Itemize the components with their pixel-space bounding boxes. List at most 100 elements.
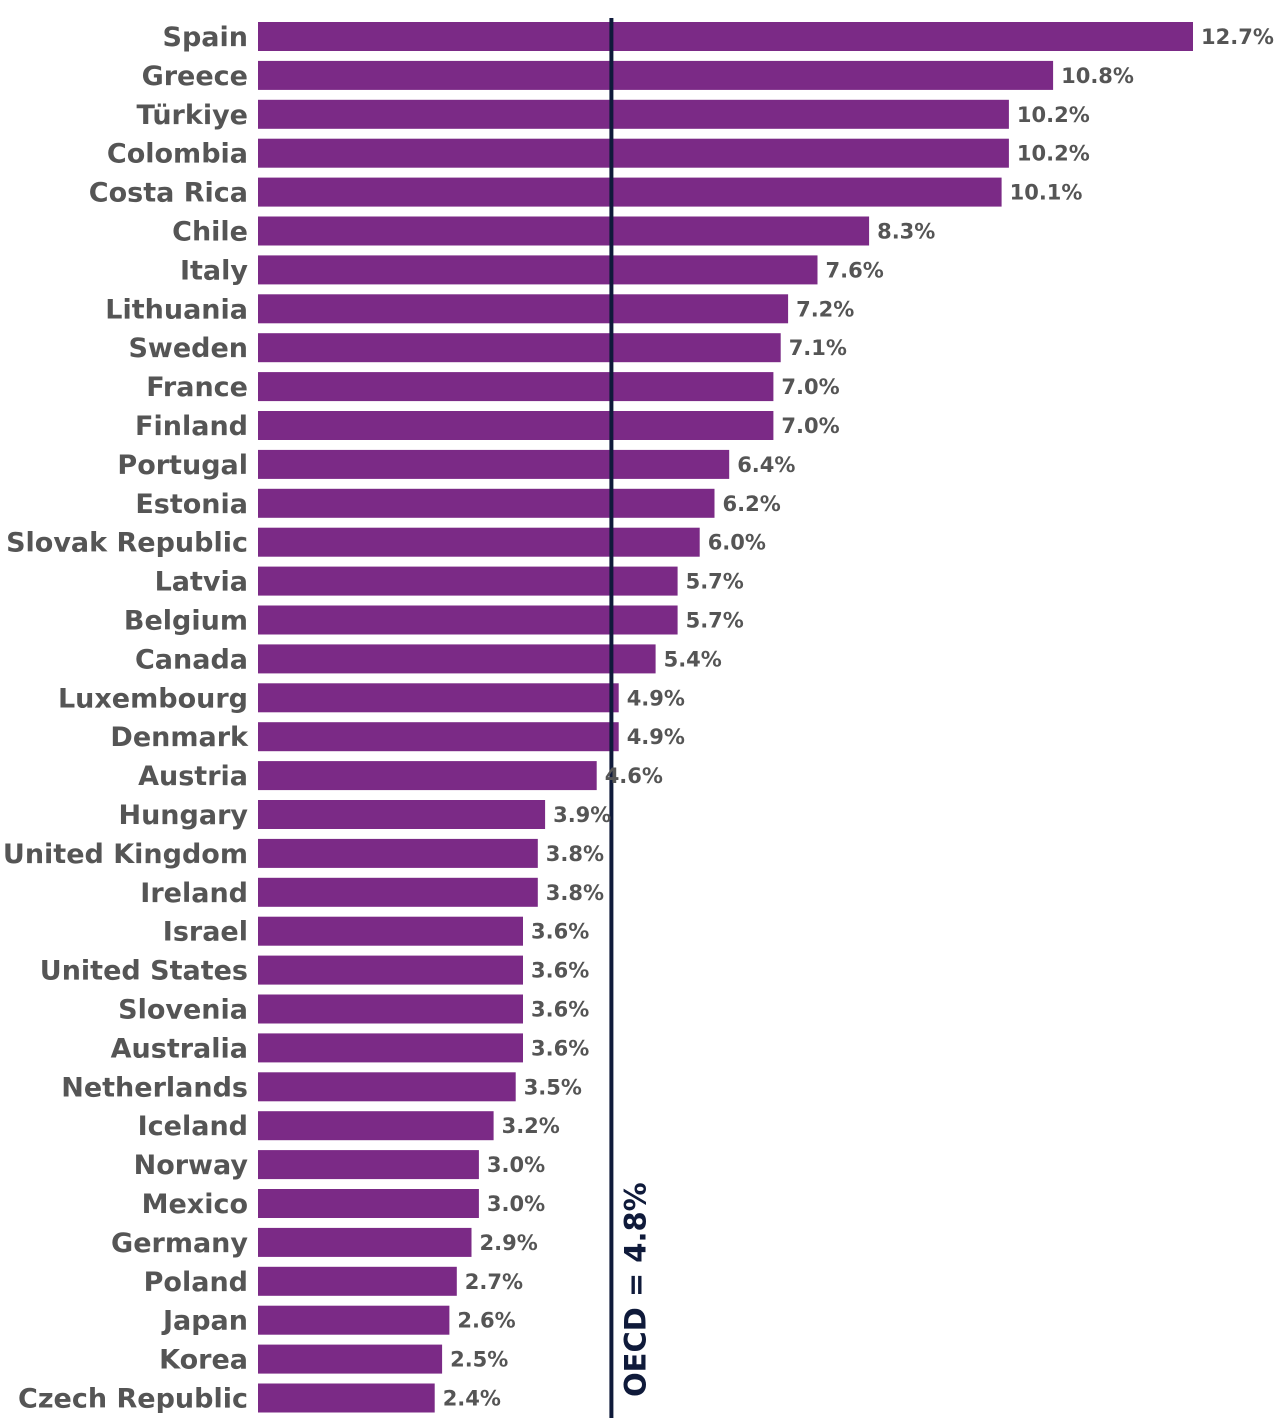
value-label: 7.0%: [781, 375, 839, 399]
bar-hungary: [258, 800, 546, 829]
bar-israel: [258, 916, 523, 946]
value-labels: 12.7% 10.8% 10.2% 10.2% 10.1% 8.3% 7.6% 7.2% 7.1…: [443, 25, 1274, 1411]
value-label: 10.2%: [1017, 142, 1090, 166]
category-label: Czech Republic: [18, 1384, 248, 1415]
value-label: 2.9%: [480, 1231, 538, 1255]
oecd-reference-label: OECD = 4.8%: [618, 1182, 652, 1397]
bar-spain: [258, 22, 1193, 51]
value-label: 3.8%: [546, 881, 604, 905]
value-label: 5.4%: [664, 647, 722, 671]
category-label: Mexico: [142, 1189, 248, 1220]
category-label: Ireland: [140, 878, 248, 909]
category-label: Poland: [144, 1267, 248, 1298]
category-label: Spain: [163, 22, 248, 53]
value-label: 3.2%: [502, 1114, 560, 1138]
value-label: 3.0%: [487, 1192, 545, 1216]
bar-norway: [258, 1150, 479, 1180]
category-label: Belgium: [124, 606, 248, 637]
category-label: Netherlands: [61, 1072, 248, 1103]
value-label: 2.4%: [443, 1387, 501, 1411]
bar-korea: [258, 1344, 443, 1374]
bar-canada: [258, 644, 656, 674]
category-label: United Kingdom: [3, 839, 248, 870]
category-label: Costa Rica: [89, 178, 248, 209]
value-label: 12.7%: [1201, 25, 1274, 49]
bar-t-rkiye: [258, 99, 1009, 129]
category-label: Luxembourg: [58, 683, 248, 714]
category-label: Hungary: [118, 800, 248, 831]
category-label: Germany: [111, 1228, 248, 1259]
value-label: 3.0%: [487, 1153, 545, 1177]
bar-belgium: [258, 605, 678, 635]
value-label: 3.6%: [531, 920, 589, 944]
category-labels: Spain Greece Türkiye Colombia Costa Rica Chil…: [3, 22, 249, 1415]
value-label: 4.9%: [627, 686, 685, 710]
category-label: Israel: [163, 917, 248, 948]
value-label: 7.2%: [796, 297, 854, 321]
bar-united-states: [258, 955, 523, 985]
bar-netherlands: [258, 1072, 516, 1102]
bar-germany: [258, 1227, 472, 1257]
value-label: 2.6%: [457, 1309, 515, 1333]
value-label: 3.6%: [531, 959, 589, 983]
category-label: Estonia: [135, 489, 248, 520]
bar-austria: [258, 761, 597, 791]
bar-lithuania: [258, 294, 789, 324]
value-label: 2.7%: [465, 1270, 523, 1294]
bar-sweden: [258, 333, 781, 363]
value-label: 3.9%: [553, 803, 611, 827]
category-label: United States: [40, 956, 248, 987]
category-label: Norway: [134, 1150, 249, 1181]
bar-colombia: [258, 138, 1009, 168]
value-label: 6.0%: [708, 531, 766, 555]
bar-united-kingdom: [258, 838, 538, 868]
bar-slovak-republic: [258, 527, 700, 557]
category-label: Denmark: [110, 722, 249, 753]
category-label: Lithuania: [105, 294, 248, 325]
value-label: 10.8%: [1061, 64, 1134, 88]
value-label: 3.6%: [531, 998, 589, 1022]
value-label: 8.3%: [877, 220, 935, 244]
category-label: Chile: [172, 217, 248, 248]
bar-slovenia: [258, 994, 523, 1024]
category-label: France: [146, 372, 248, 403]
bar-france: [258, 372, 774, 402]
bar-czech-republic: [258, 1383, 435, 1413]
bar-iceland: [258, 1111, 494, 1141]
value-label: 7.0%: [781, 414, 839, 438]
category-label: Australia: [111, 1033, 248, 1064]
category-label: Italy: [180, 255, 248, 286]
category-label: Finland: [135, 411, 248, 442]
bar-japan: [258, 1305, 450, 1335]
bar-denmark: [258, 722, 619, 752]
category-label: Colombia: [107, 139, 248, 170]
bar-mexico: [258, 1189, 479, 1218]
category-label: Japan: [161, 1306, 248, 1337]
bar-portugal: [258, 449, 730, 479]
value-label: 7.6%: [826, 258, 884, 282]
bar-estonia: [258, 488, 715, 518]
bar-chile: [258, 216, 870, 246]
category-label: Iceland: [138, 1111, 248, 1142]
value-label: 2.5%: [450, 1348, 508, 1372]
bar-luxembourg: [258, 683, 619, 713]
bar-finland: [258, 411, 774, 440]
value-label: 3.5%: [524, 1075, 582, 1099]
value-label: 6.2%: [723, 492, 781, 516]
category-label: Sweden: [128, 333, 248, 364]
category-label: Korea: [159, 1345, 248, 1376]
value-label: 10.2%: [1017, 103, 1090, 127]
value-label: 3.8%: [546, 842, 604, 866]
bars-group: [258, 22, 1193, 1413]
value-label: 5.7%: [686, 609, 744, 633]
value-label: 3.6%: [531, 1036, 589, 1060]
category-label: Austria: [138, 761, 248, 792]
value-label: 4.9%: [627, 725, 685, 749]
category-label: Slovak Republic: [6, 528, 248, 559]
bar-italy: [258, 255, 818, 285]
value-label: 6.4%: [737, 453, 795, 477]
category-label: Latvia: [155, 567, 248, 598]
bar-australia: [258, 1033, 523, 1063]
value-label: 5.7%: [686, 570, 744, 594]
bar-greece: [258, 60, 1054, 90]
